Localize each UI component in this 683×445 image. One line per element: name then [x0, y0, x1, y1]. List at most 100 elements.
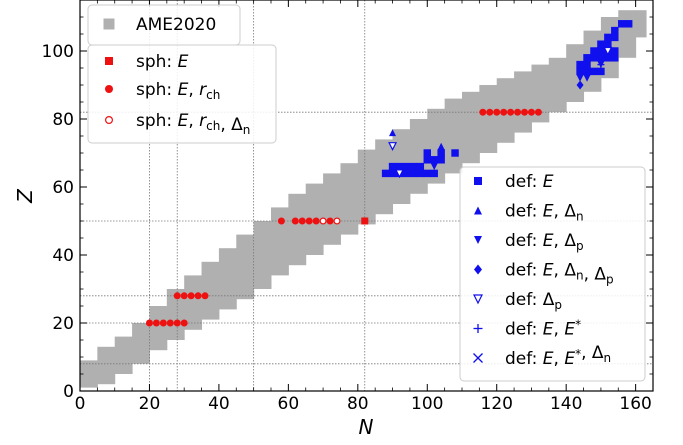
data-point-filled-circle: [180, 292, 188, 300]
data-point-x: [583, 67, 591, 76]
data-point-open-triangle-down: [395, 169, 404, 179]
legend-box-def: [459, 166, 646, 382]
data-point-diamond: [576, 80, 584, 90]
ame2020-band-segment: [218, 248, 237, 310]
data-point-filled-square: [416, 169, 425, 178]
data-point-filled-square: [576, 67, 584, 76]
legend-marker-open-triangle-down: [473, 294, 483, 305]
legend-marker-plus: [473, 324, 483, 333]
y-tick-label: 0: [63, 382, 74, 402]
x-tick-label: 60: [278, 394, 300, 414]
data-point-filled-circle: [145, 319, 153, 327]
data-point-filled-circle: [291, 217, 299, 225]
data-point-triangle-down: [430, 163, 438, 171]
data-point-open-triangle-down: [603, 46, 613, 56]
legend-marker-x: [473, 353, 483, 363]
legend-marker-filled-square: [474, 177, 482, 185]
data-point-filled-square: [611, 47, 619, 55]
data-point-filled-square: [451, 149, 459, 157]
data-point-open-triangle-down: [388, 142, 398, 152]
data-point-filled-square: [590, 54, 598, 62]
ame2020-band-segment: [444, 98, 463, 174]
data-point-filled-square: [395, 162, 404, 171]
data-point-filled-circle: [159, 319, 167, 327]
legend-label: def: E, Δn, Δp: [505, 261, 614, 287]
data-point-open-circle: [319, 217, 327, 225]
data-point-filled-square: [361, 217, 369, 225]
legend-label: def: E: [505, 172, 554, 192]
data-point-filled-circle: [277, 217, 285, 225]
data-point-filled-circle: [173, 292, 181, 300]
legend-right: def: E def: E, Δn def: E, Δp def: E, Δn, Δp…: [459, 166, 646, 382]
x-axis-label: N: [359, 415, 374, 439]
data-point-filled-circle: [166, 319, 174, 327]
plot-frame: [79, 0, 654, 392]
data-point-filled-square: [583, 54, 591, 62]
data-point-filled-square: [409, 162, 418, 171]
ame2020-band-segment: [253, 221, 272, 289]
ame2020-band-segment: [635, 10, 647, 38]
data-point-triangle-up: [389, 129, 397, 137]
data-point-triangle-down: [416, 163, 424, 171]
data-point-filled-circle: [479, 108, 487, 116]
data-point-filled-square: [423, 149, 431, 157]
data-point-filled-square: [423, 156, 431, 164]
x-tick-label: 80: [347, 394, 369, 414]
data-point-filled-circle: [201, 292, 209, 300]
data-point-filled-circle: [312, 217, 320, 225]
ame2020-band-segment: [236, 234, 255, 300]
data-point-filled-square: [604, 40, 612, 48]
data-point-triangle-up: [402, 169, 410, 177]
data-point-filled-circle: [500, 108, 508, 116]
legend-label: def: E, E*, Δn: [505, 343, 611, 369]
data-point-filled-square: [611, 33, 619, 42]
data-point-plus: [590, 67, 598, 75]
data-points: [145, 20, 633, 327]
data-point-filled-square: [430, 156, 438, 164]
x-tick-label: 100: [411, 394, 443, 414]
data-point-filled-square: [611, 26, 619, 35]
data-point-filled-square: [597, 67, 605, 76]
data-point-filled-circle: [326, 217, 334, 225]
data-point-filled-square: [409, 169, 418, 178]
y-axis-label: Z: [13, 188, 37, 204]
ame2020-band-segment: [514, 71, 532, 133]
data-point-filled-circle: [180, 319, 188, 327]
ame2020-band-segment: [149, 306, 168, 351]
data-point-filled-square: [597, 47, 605, 55]
x-tick-label: 20: [139, 394, 161, 414]
ame2020-band-segment: [479, 85, 498, 153]
axes: 0 20 40 60 80 100 120 140 160 0 20 40 60 80 100: [42, 0, 654, 414]
data-point-filled-square: [624, 20, 633, 28]
ame2020-band-segment: [357, 149, 376, 225]
data-point-plus: [604, 54, 612, 62]
data-point-filled-square: [437, 149, 445, 157]
data-point-filled-circle: [493, 108, 501, 116]
ame2020-band-segment: [166, 289, 185, 340]
data-point-filled-square: [604, 33, 612, 42]
x-tick-label: 120: [481, 394, 513, 414]
legend-label: def: Δp: [505, 290, 562, 312]
data-point-filled-square: [597, 40, 605, 48]
ame2020-band-segment: [618, 10, 637, 58]
ame2020-band-segment: [323, 173, 341, 245]
ame2020-band-segment: [184, 275, 203, 330]
legend-label: sph: E: [136, 52, 189, 72]
data-point-filled-square: [381, 169, 390, 178]
legend-marker-triangle-down: [474, 236, 482, 244]
y-tick-label: 20: [52, 314, 74, 334]
data-point-triangle-up: [437, 142, 445, 150]
ame2020-band-segment: [462, 91, 480, 164]
legend-label: sph: E, rch: [136, 80, 220, 102]
data-point-triangle-down: [583, 74, 591, 82]
y-tick-label: 60: [52, 178, 74, 198]
data-point-filled-circle: [527, 108, 535, 116]
data-point-filled-square: [437, 156, 445, 164]
data-point-filled-square: [423, 169, 431, 178]
data-point-filled-circle: [194, 292, 202, 300]
ame2020-band: [80, 10, 647, 388]
data-point-filled-square: [597, 54, 605, 62]
y-tick-label: 100: [42, 42, 74, 62]
data-point-plus: [597, 61, 605, 69]
